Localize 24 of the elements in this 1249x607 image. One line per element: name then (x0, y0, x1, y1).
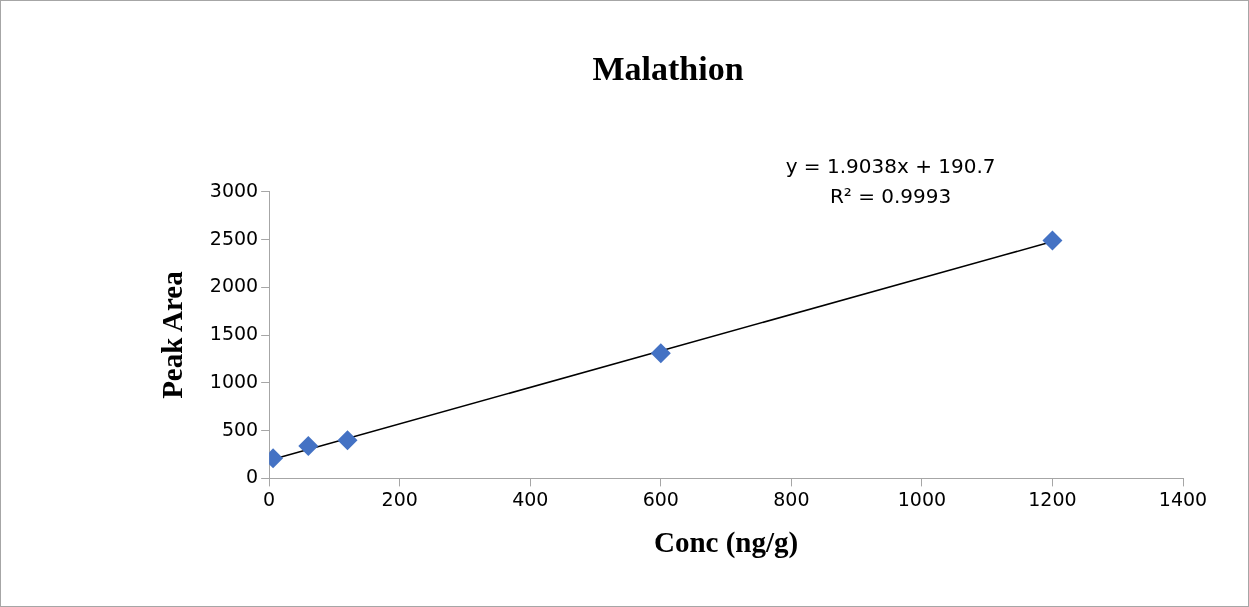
chart-title: Malathion (592, 50, 744, 88)
point (650, 343, 671, 364)
x-tick-label: 600 (642, 487, 679, 510)
x-tick-label: 1200 (1028, 487, 1077, 510)
y-tick-label: 2000 (209, 274, 259, 297)
x-tick-label: 0 (263, 487, 276, 510)
y-tick-label: 2500 (209, 226, 259, 249)
x-tick-label: 200 (381, 487, 418, 510)
y-tick-label: 500 (221, 417, 259, 440)
point (337, 430, 358, 451)
x-tick-label: 1000 (897, 487, 947, 510)
x-tick-label: 400 (512, 487, 549, 510)
y-tick-label: 3000 (209, 178, 259, 201)
point (298, 435, 319, 456)
x-axis-title: Conc (ng/g) (653, 526, 799, 560)
text: y = 1.9038x + 190.7 (785, 154, 996, 178)
point (1042, 230, 1063, 251)
x-tick-label: 800 (773, 487, 810, 510)
annotation: R² = 0.9993 (829, 184, 952, 208)
y-axis-title: Peak Area (155, 270, 188, 399)
y-tick-label: 1500 (209, 322, 259, 345)
x-tick-label: 1400 (1158, 487, 1208, 510)
y-tick-label: 1000 (209, 369, 259, 392)
y-tick-label: 0 (246, 465, 259, 488)
